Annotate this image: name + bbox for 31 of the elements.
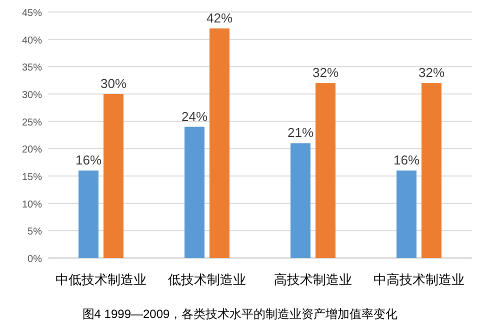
y-tick-label: 30% — [22, 90, 42, 101]
data-label: 16% — [393, 152, 420, 168]
bar — [290, 143, 310, 258]
data-label: 24% — [181, 108, 208, 124]
x-tick-label: 中低技术制造业 — [56, 272, 146, 287]
bar — [316, 83, 336, 258]
bar — [210, 28, 230, 258]
data-label: 21% — [287, 125, 314, 140]
y-tick-label: 15% — [22, 172, 42, 183]
x-tick-label: 中高技术制造业 — [374, 272, 464, 287]
bar — [184, 126, 204, 258]
bar — [422, 83, 442, 258]
data-label: 16% — [75, 152, 102, 168]
y-tick-label: 0% — [28, 254, 42, 265]
data-label: 42% — [206, 10, 233, 26]
x-tick-label: 高技术制造业 — [274, 272, 352, 287]
y-tick-label: 10% — [22, 199, 42, 210]
bar — [396, 170, 416, 258]
data-label: 32% — [312, 65, 339, 80]
data-label: 30% — [100, 76, 127, 91]
y-tick-label: 25% — [22, 117, 42, 128]
y-tick-label: 5% — [28, 226, 42, 238]
bar — [78, 170, 98, 258]
y-tick-label: 35% — [22, 62, 42, 74]
bar — [104, 94, 124, 258]
y-tick-label: 40% — [22, 35, 42, 46]
caption: 图4 1999—2009，各类技术水平的制造业资产增加值率变化 — [82, 307, 398, 321]
y-tick-label: 20% — [22, 144, 42, 156]
y-tick-label: 45% — [22, 8, 42, 19]
data-label: 32% — [418, 65, 445, 80]
x-tick-label: 低技术制造业 — [168, 272, 246, 287]
